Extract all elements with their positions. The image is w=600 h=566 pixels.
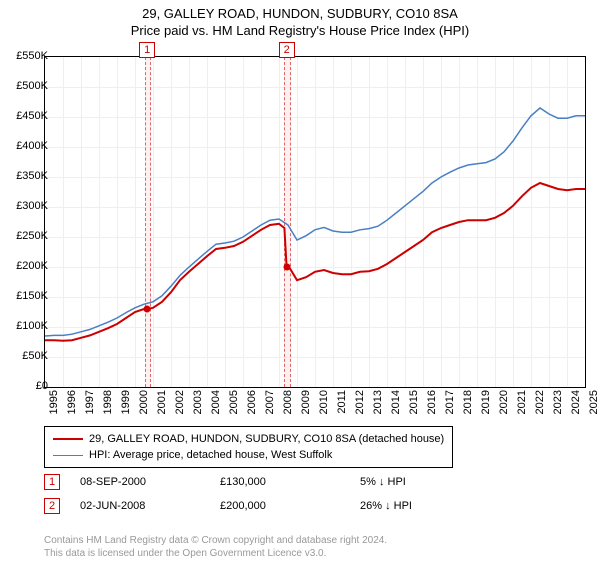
legend-swatch [53,438,83,440]
footer-attribution: Contains HM Land Registry data © Crown c… [44,534,387,560]
x-axis-label: 2021 [516,390,528,420]
sale-row: 2 02-JUN-2008 £200,000 26% ↓ HPI [44,498,480,514]
x-axis-label: 2017 [444,390,456,420]
y-axis-label: £100K [8,320,48,332]
x-axis-label: 2010 [318,390,330,420]
y-axis-label: £350K [8,170,48,182]
legend-label: 29, GALLEY ROAD, HUNDON, SUDBURY, CO10 8… [89,433,444,445]
sale-date: 02-JUN-2008 [80,500,200,512]
y-axis-label: £450K [8,110,48,122]
y-axis-label: £250K [8,230,48,242]
x-axis-label: 2013 [372,390,384,420]
y-axis-label: £500K [8,80,48,92]
x-axis-label: 2000 [138,390,150,420]
series-line [45,183,585,341]
series-line [45,108,585,336]
sale-marker-label: 1 [139,42,155,58]
chart-subtitle: Price paid vs. HM Land Registry's House … [0,23,600,38]
x-axis-label: 2025 [588,390,600,420]
sale-point-marker [283,264,290,271]
x-axis-label: 1999 [120,390,132,420]
x-axis-label: 1998 [102,390,114,420]
sale-price: £200,000 [220,500,340,512]
x-axis-label: 2024 [570,390,582,420]
chart-plot-area: 12 [44,56,586,388]
y-axis-label: £300K [8,200,48,212]
x-axis-label: 2014 [390,390,402,420]
sale-row: 1 08-SEP-2000 £130,000 5% ↓ HPI [44,474,480,490]
x-axis-label: 1995 [48,390,60,420]
y-axis-label: £150K [8,290,48,302]
sale-marker-label: 2 [279,42,295,58]
sale-id-box: 1 [44,474,60,490]
chart-title: 29, GALLEY ROAD, HUNDON, SUDBURY, CO10 8… [0,6,600,21]
legend-swatch [53,455,83,456]
x-axis-label: 2022 [534,390,546,420]
x-axis-label: 2015 [408,390,420,420]
x-axis-label: 2019 [480,390,492,420]
sale-delta: 5% ↓ HPI [360,476,480,488]
x-axis-label: 2007 [264,390,276,420]
x-axis-label: 2023 [552,390,564,420]
legend-label: HPI: Average price, detached house, West… [89,449,332,461]
x-axis-label: 1996 [66,390,78,420]
chart-legend: 29, GALLEY ROAD, HUNDON, SUDBURY, CO10 8… [44,426,453,468]
y-axis-label: £50K [8,350,48,362]
x-axis-label: 2001 [156,390,168,420]
sale-date: 08-SEP-2000 [80,476,200,488]
x-axis-label: 2009 [300,390,312,420]
y-axis-label: £0 [8,380,48,392]
legend-row: 29, GALLEY ROAD, HUNDON, SUDBURY, CO10 8… [53,431,444,447]
x-axis-label: 2005 [228,390,240,420]
footer-line-2: This data is licensed under the Open Gov… [44,547,387,560]
x-axis-label: 1997 [84,390,96,420]
x-axis-label: 2008 [282,390,294,420]
chart-lines [45,57,585,387]
sale-id-box: 2 [44,498,60,514]
footer-line-1: Contains HM Land Registry data © Crown c… [44,534,387,547]
legend-row: HPI: Average price, detached house, West… [53,447,444,463]
x-axis-label: 2002 [174,390,186,420]
sale-delta: 26% ↓ HPI [360,500,480,512]
x-axis-label: 2012 [354,390,366,420]
x-axis-label: 2003 [192,390,204,420]
x-axis-label: 2006 [246,390,258,420]
x-axis-label: 2011 [336,390,348,420]
y-axis-label: £400K [8,140,48,152]
x-axis-label: 2004 [210,390,222,420]
y-axis-label: £550K [8,50,48,62]
x-axis-label: 2016 [426,390,438,420]
x-axis-label: 2018 [462,390,474,420]
y-axis-label: £200K [8,260,48,272]
x-axis-label: 2020 [498,390,510,420]
sale-point-marker [144,306,151,313]
sale-price: £130,000 [220,476,340,488]
